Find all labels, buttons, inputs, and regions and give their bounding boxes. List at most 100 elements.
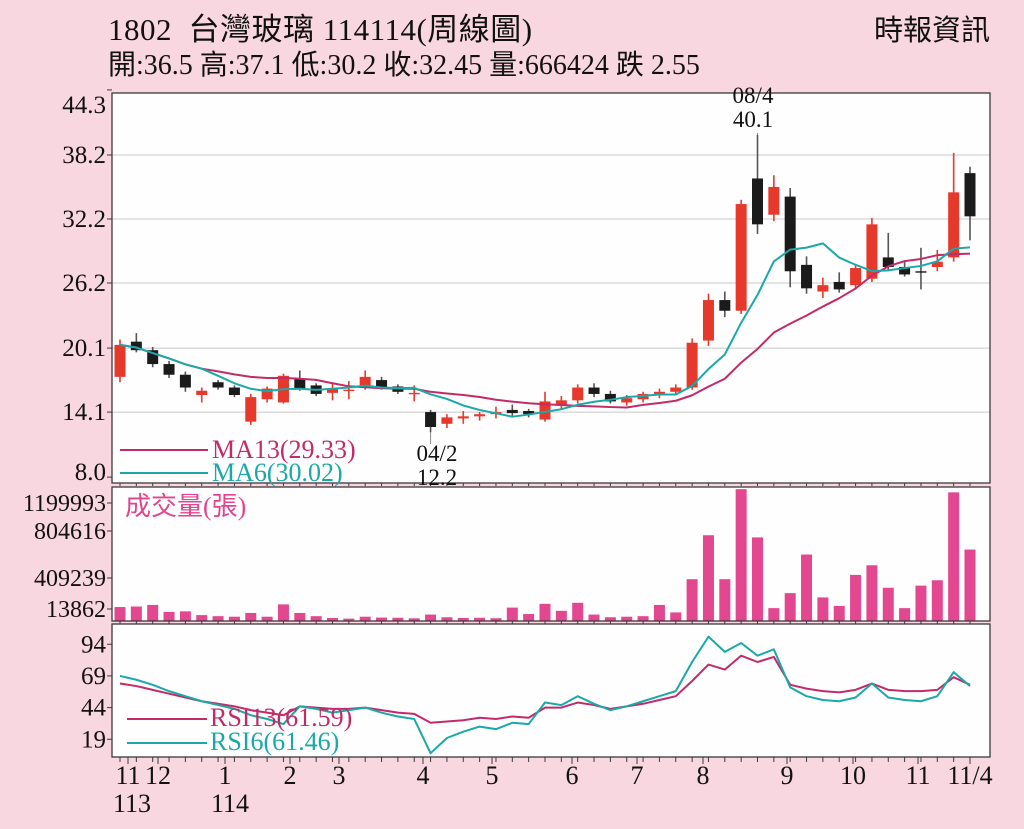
volume-axis-label: 409239 <box>34 566 106 592</box>
volume-bar <box>130 606 142 621</box>
volume-bar <box>850 574 862 621</box>
candle-body <box>784 196 796 272</box>
ma13-line <box>119 252 971 409</box>
volume-bar <box>817 597 829 621</box>
candle-body <box>506 409 518 414</box>
volume-bar <box>572 602 584 621</box>
pane-border <box>111 92 991 484</box>
month-axis-label: 7 <box>631 761 644 790</box>
pane-border <box>111 486 991 622</box>
volume-bar <box>801 554 813 621</box>
price-axis-label: 14.1 <box>62 399 106 426</box>
candle-body <box>850 268 862 286</box>
candle-body <box>555 400 567 406</box>
volume-bar <box>866 565 878 621</box>
month-axis-label: 10 <box>840 761 866 790</box>
month-axis-label: 12 <box>145 761 171 790</box>
candle-body <box>474 414 486 417</box>
price-axis-label: 32.2 <box>62 206 106 233</box>
volume-bar <box>212 616 224 621</box>
volume-bar <box>490 618 502 621</box>
stock-title: 1802 台灣玻璃 114114(周線圖) <box>108 12 533 47</box>
month-axis-label: 11/4 <box>947 761 992 790</box>
volume-bar <box>327 617 338 621</box>
candle-body <box>196 390 208 395</box>
volume-bar <box>277 604 289 621</box>
volume-bar <box>653 604 665 621</box>
ma13-legend-label: MA13(29.33) <box>212 435 356 464</box>
ma6-legend-label: MA6(30.02) <box>212 458 343 487</box>
candle-body <box>179 374 191 388</box>
month-axis-label: 11 <box>905 761 930 790</box>
volume-bar <box>752 537 763 621</box>
candle-body <box>457 416 469 419</box>
month-axis-label: 11 <box>115 761 140 790</box>
candle-body <box>899 267 911 275</box>
candle-body <box>147 350 159 365</box>
volume-bar <box>555 610 567 621</box>
candle-body <box>163 364 175 375</box>
year-axis-label: 114 <box>211 789 249 818</box>
volume-bar <box>719 579 731 621</box>
source-label: 時報資訊 <box>873 15 990 47</box>
volume-bar <box>539 603 551 621</box>
volume-bar <box>784 593 796 621</box>
volume-bar <box>637 616 649 621</box>
candle-body <box>833 281 845 290</box>
volume-bar <box>604 617 616 621</box>
price-axis-label: 26.2 <box>62 270 106 297</box>
ma6-legend-swatch <box>120 472 208 474</box>
candle-body <box>752 178 763 225</box>
rsi6-legend-label: RSI6(61.46) <box>210 727 340 756</box>
pane-background <box>112 487 990 621</box>
candle-body <box>114 344 126 377</box>
candle-body <box>425 412 437 427</box>
volume-bar <box>343 618 355 621</box>
candle-body <box>817 285 829 292</box>
volume-bar <box>833 605 845 621</box>
volume-bar <box>506 607 518 621</box>
volume-bar <box>768 608 780 621</box>
candle-body <box>768 187 780 215</box>
candle-body <box>441 417 453 424</box>
price-axis-label: 44.3 <box>62 92 106 119</box>
trough-annotation-date: 04/2 <box>416 441 458 466</box>
volume-pane-label: 成交量(張) <box>125 492 247 521</box>
rsi-axis-label: 94 <box>81 631 107 658</box>
volume-bar <box>114 607 126 621</box>
volume-axis-label: 13862 <box>46 597 106 623</box>
candle-body <box>376 380 388 388</box>
volume-bar <box>376 617 388 621</box>
rsi-axis-label: 19 <box>81 726 106 753</box>
month-axis-label: 8 <box>697 761 710 790</box>
volume-bar <box>163 611 175 621</box>
volume-bar <box>392 617 404 621</box>
price-axis-label: 8.0 <box>75 459 106 486</box>
ohlc-info: 開:36.5 高:37.1 低:30.2 收:32.45 量:666424 跌 … <box>108 50 700 81</box>
volume-bar <box>261 616 273 621</box>
candle-body <box>539 401 551 420</box>
volume-bar <box>294 612 306 621</box>
volume-bar <box>670 612 682 621</box>
month-axis-label: 6 <box>566 761 579 790</box>
candle-body <box>686 342 698 388</box>
volume-bar <box>686 579 698 621</box>
candle-body <box>572 387 584 401</box>
candle-body <box>294 379 306 389</box>
pane-background <box>112 624 990 757</box>
candle-body <box>882 257 894 267</box>
peak-annotation-date: 08/4 <box>732 83 774 108</box>
candle-body <box>327 388 338 393</box>
candle-body <box>621 398 633 403</box>
rsi6-legend-swatch <box>127 742 207 744</box>
volume-bar <box>179 611 191 621</box>
volume-bar <box>702 535 714 621</box>
candle-body <box>866 224 878 279</box>
volume-bar <box>588 614 600 621</box>
rsi13-legend-label: RSI13(61.59) <box>210 703 353 732</box>
volume-bar <box>523 614 535 621</box>
volume-bar <box>441 617 453 621</box>
candle-body <box>604 393 616 402</box>
candle-body <box>408 392 420 395</box>
